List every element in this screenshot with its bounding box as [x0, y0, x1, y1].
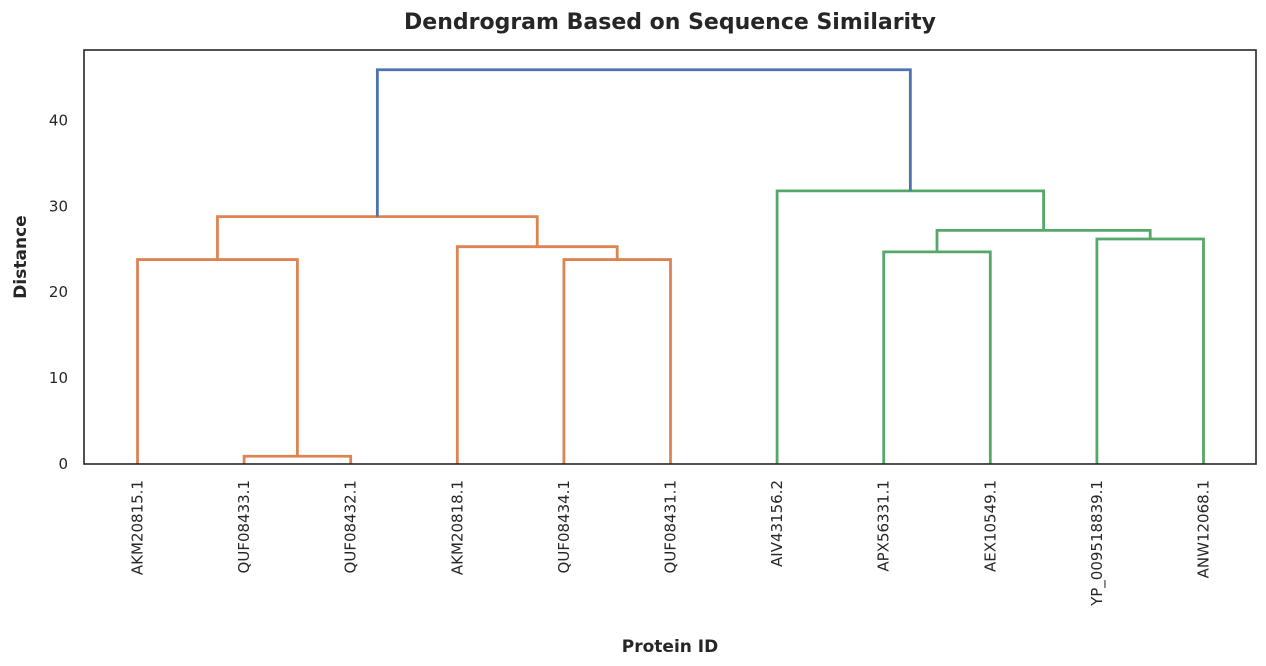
dendrogram-branches — [136, 68, 1205, 464]
y-tick-label: 30 — [49, 197, 68, 215]
x-tick-label: AKM20818.1 — [448, 480, 466, 575]
plot-frame — [83, 49, 1257, 465]
dendrogram-link-c4 — [455, 245, 619, 464]
x-tick-label: AKM20815.1 — [129, 480, 147, 575]
x-axis-ticks: AKM20815.1 QUF08433.1 QUF08432.1 AKM20818.1… — [129, 480, 1213, 607]
x-tick-label: ANW12068.1 — [1195, 480, 1213, 578]
y-tick-label: 10 — [49, 369, 68, 387]
dendrogram-link-c8 — [935, 228, 1152, 252]
x-tick-label: AIV43156.2 — [768, 480, 786, 567]
x-tick-label: QUF08431.1 — [662, 480, 680, 573]
x-tick-label: QUF08432.1 — [342, 480, 360, 573]
dendrogram-link-c6 — [882, 250, 992, 464]
y-tick-label: 0 — [58, 455, 68, 473]
x-axis-label: Protein ID — [622, 637, 718, 657]
x-tick-label: APX56331.1 — [875, 480, 893, 572]
y-axis-label: Distance — [11, 215, 31, 298]
dendrogram-link-c7 — [1095, 237, 1205, 464]
x-tick-label: QUF08434.1 — [555, 480, 573, 573]
y-tick-label: 40 — [49, 111, 68, 129]
dendrogram-link-c2 — [136, 258, 299, 464]
y-tick-label: 20 — [49, 283, 68, 301]
dendrogram-link-c3 — [562, 258, 672, 464]
x-tick-label: YP_009518839.1 — [1088, 480, 1107, 607]
x-tick-label: QUF08433.1 — [235, 480, 253, 573]
dendrogram-link-c9 — [775, 189, 1045, 464]
y-axis-ticks: 0 10 20 30 40 — [49, 111, 68, 473]
dendrogram-link-c5 — [216, 215, 539, 260]
x-tick-label: AEX10549.1 — [981, 480, 999, 572]
dendrogram-link-c1 — [242, 454, 353, 464]
chart-title: Dendrogram Based on Sequence Similarity — [404, 10, 936, 35]
dendrogram-link-c10 — [375, 68, 912, 217]
